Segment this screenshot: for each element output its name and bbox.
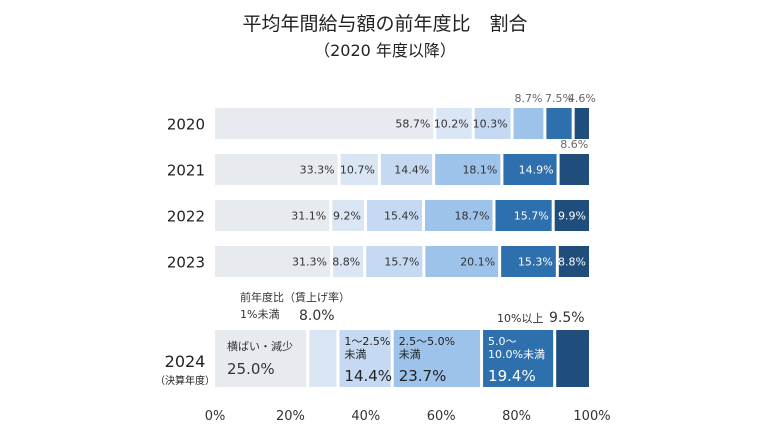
- bar-2022-seg-2: [366, 200, 422, 231]
- data-label-2020-3: 8.7%: [515, 92, 543, 105]
- value-label-2024-1: 8.0%: [299, 308, 335, 324]
- bar-2024-seg-5: [556, 330, 589, 387]
- annotation-label: 前年度比（賃上げ率）: [240, 290, 350, 304]
- data-label-2022-0: 31.1%: [291, 210, 326, 223]
- value-label-2024-0: 25.0%: [227, 360, 275, 378]
- value-label-2024-3: 23.7%: [399, 367, 447, 385]
- bar-2024-seg-2: [339, 330, 391, 387]
- bar-2022-seg-4: [495, 200, 552, 231]
- bars-layer: [215, 108, 589, 387]
- bar-2024-seg-4: [483, 330, 554, 387]
- row-label-2020: 2020: [167, 116, 205, 134]
- bar-2021-seg-1: [340, 154, 378, 185]
- bar-2021-seg-4: [503, 154, 557, 185]
- data-label-2020-2: 10.3%: [473, 118, 508, 131]
- bar-2022-seg-5: [554, 200, 589, 231]
- category-label-4: 5.0～ 10.0%未満: [488, 335, 545, 361]
- data-label-2022-3: 18.7%: [455, 210, 490, 223]
- bar-2020-seg-2: [474, 108, 511, 139]
- bar-2022-seg-3: [424, 200, 493, 231]
- data-label-2021-4: 14.9%: [519, 164, 554, 177]
- x-tick-1: 20%: [276, 409, 305, 424]
- category-label-3: 2.5～5.0%未満: [399, 335, 455, 361]
- bar-2023-seg-5: [558, 246, 589, 277]
- bar-2024-seg-3: [393, 330, 481, 387]
- data-label-2020-5: 4.6%: [568, 92, 596, 105]
- data-label-2021-1: 10.7%: [340, 164, 375, 177]
- chart-subtitle: （2020 年度以降）: [314, 41, 456, 60]
- row-label-2021: 2021: [167, 162, 205, 180]
- bar-2021-seg-5: [559, 154, 589, 185]
- category-label-5: 10%以上: [497, 312, 543, 325]
- data-label-2023-3: 20.1%: [460, 256, 495, 269]
- data-label-2023-2: 15.7%: [384, 256, 419, 269]
- data-label-2023-1: 8.8%: [332, 256, 360, 269]
- value-label-2024-4: 19.4%: [488, 367, 536, 385]
- row-label-2022: 2022: [167, 208, 205, 226]
- value-label-2024-2: 14.4%: [344, 367, 392, 385]
- data-label-2022-5: 9.9%: [558, 210, 586, 223]
- bar-2020-seg-1: [436, 108, 472, 139]
- bar-2023-seg-1: [333, 246, 364, 277]
- category-label-2: 1～2.5%未満: [344, 335, 390, 361]
- data-label-2021-0: 33.3%: [300, 164, 335, 177]
- data-label-2021-2: 14.4%: [394, 164, 429, 177]
- x-tick-5: 100%: [573, 409, 610, 424]
- x-tick-3: 60%: [427, 409, 456, 424]
- x-axis: 0% 20% 40% 60% 80% 100%: [205, 409, 611, 424]
- data-label-2023-5: 8.8%: [558, 256, 586, 269]
- bar-2023-seg-4: [501, 246, 556, 277]
- row-label-2023: 2023: [167, 254, 205, 272]
- data-label-2023-4: 15.3%: [518, 256, 553, 269]
- bar-2020-seg-4: [546, 108, 572, 139]
- data-label-2022-2: 15.4%: [384, 210, 419, 223]
- category-label-1: 1%未満: [240, 308, 279, 321]
- value-label-2024-5: 9.5%: [549, 310, 585, 326]
- bar-2020-seg-3: [513, 108, 544, 139]
- bar-2023-seg-0: [215, 246, 331, 277]
- data-label-2021-3: 18.1%: [462, 164, 497, 177]
- bar-2023-seg-2: [366, 246, 423, 277]
- bar-2020-seg-0: [215, 108, 434, 139]
- bar-2020-seg-5: [574, 108, 589, 139]
- data-label-2020-1: 10.2%: [434, 118, 469, 131]
- bar-2022-seg-0: [215, 200, 330, 231]
- row-sublabel-2024: （決算年度）: [155, 374, 215, 387]
- data-label-2023-0: 31.3%: [292, 256, 327, 269]
- data-label-2021-5: 8.6%: [560, 138, 588, 151]
- data-label-2020-0: 58.7%: [395, 118, 430, 131]
- category-label-0: 横ばい・減少: [227, 339, 293, 353]
- bar-2023-seg-3: [425, 246, 499, 277]
- x-tick-2: 40%: [351, 409, 380, 424]
- bar-2021-seg-3: [435, 154, 501, 185]
- data-label-2022-1: 9.2%: [333, 210, 361, 223]
- chart-title: 平均年間給与額の前年度比 割合: [242, 13, 527, 35]
- bar-2022-seg-1: [332, 200, 364, 231]
- bar-2021-seg-0: [215, 154, 338, 185]
- row-label-2024: 2024: [165, 352, 206, 371]
- x-tick-4: 80%: [502, 409, 531, 424]
- data-label-2022-4: 15.7%: [514, 210, 549, 223]
- bar-2024-seg-1: [309, 330, 337, 387]
- data-label-2020-4: 7.5%: [545, 92, 573, 105]
- bar-2024-seg-0: [215, 330, 307, 387]
- labels-layer: 2020 58.7% 10.2% 10.3% 8.7% 7.5%4.6% 2021 33.3%…: [155, 92, 596, 387]
- bar-2021-seg-2: [380, 154, 433, 185]
- x-tick-0: 0%: [205, 409, 226, 424]
